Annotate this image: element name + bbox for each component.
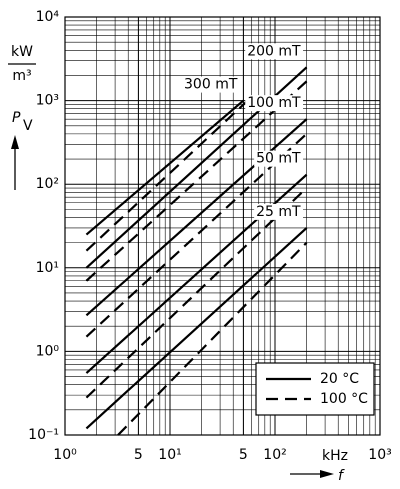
x-tick-label: 5 (134, 447, 143, 463)
y-tick-label: 10⁻¹ (28, 427, 59, 443)
series-line (85, 99, 249, 252)
series-label: 50 mT (256, 151, 301, 167)
x-tick-label: 5 (239, 447, 248, 463)
label-bg (245, 43, 304, 60)
legend-label: 100 °C (320, 391, 368, 407)
x-arrow-head (320, 470, 334, 478)
series-line (85, 227, 308, 430)
x-unit: kHz (322, 448, 348, 464)
label-bg (254, 203, 304, 220)
x-tick-label: 10² (263, 447, 286, 463)
series-line (117, 241, 308, 436)
y-unit-denominator: m³ (12, 68, 31, 84)
label-bg (254, 150, 304, 167)
x-tick-label: 10⁰ (53, 447, 77, 463)
series-label: 300 mT (184, 77, 238, 93)
label-bg (245, 95, 304, 112)
y-tick-label: 10³ (36, 93, 59, 109)
series-line (85, 99, 245, 236)
series-line (85, 80, 308, 282)
series-label: 25 mT (256, 204, 301, 220)
x-tick-label: 10¹ (158, 447, 181, 463)
y-unit-numerator: kW (11, 44, 33, 60)
y-tick-label: 10¹ (36, 260, 59, 276)
y-tick-label: 10² (36, 176, 59, 192)
legend-label: 20 °C (320, 371, 359, 387)
y-tick-label: 10⁴ (36, 9, 60, 25)
y-tick-label: 10⁰ (36, 343, 60, 359)
series-line (85, 187, 308, 399)
y-label-subscript: V (23, 118, 33, 134)
series-label: 100 mT (247, 95, 301, 111)
x-tick-label: 10³ (368, 447, 391, 463)
legend-box (255, 362, 375, 416)
y-label: P (12, 110, 21, 126)
plot-frame (64, 16, 381, 436)
series-line (85, 133, 308, 338)
x-label: f (338, 468, 345, 484)
y-arrow-head (11, 135, 19, 149)
series-label: 200 mT (247, 43, 301, 59)
label-bg (182, 76, 240, 93)
